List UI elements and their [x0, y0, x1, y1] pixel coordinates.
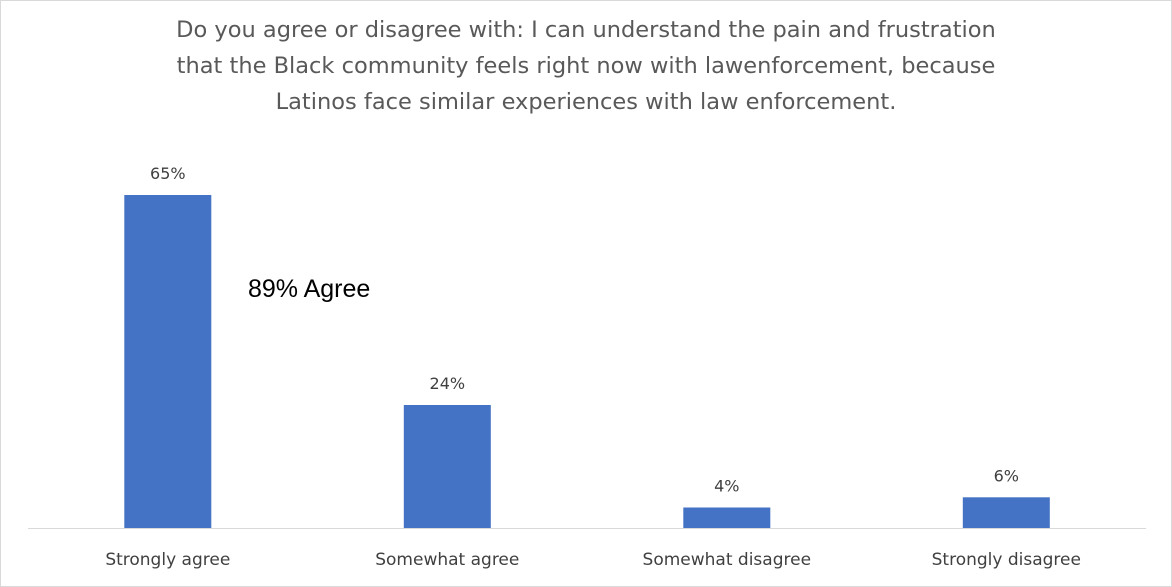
category-label-1: Somewhat agree: [375, 550, 519, 570]
data-label-1: 24%: [430, 374, 466, 393]
data-label-0: 65%: [150, 164, 186, 183]
agree-annotation: 89% Agree: [248, 275, 371, 303]
category-label-0: Strongly agree: [105, 550, 230, 570]
title-line-3: Latinos face similar experiences with la…: [275, 89, 897, 115]
bar-2: [683, 507, 771, 528]
category-label-3: Strongly disagree: [932, 550, 1081, 570]
data-label-3: 6%: [994, 466, 1019, 485]
title-line-2: that the Black community feels right now…: [176, 53, 996, 79]
bar-0: [124, 195, 212, 528]
data-label-2: 4%: [714, 477, 739, 496]
bar-3: [962, 497, 1050, 528]
title-line-1: Do you agree or disagree with: I can und…: [176, 17, 996, 43]
chart-title: Do you agree or disagree with: I can und…: [0, 12, 1172, 120]
category-label-2: Somewhat disagree: [643, 550, 812, 570]
bar-1: [403, 405, 491, 528]
